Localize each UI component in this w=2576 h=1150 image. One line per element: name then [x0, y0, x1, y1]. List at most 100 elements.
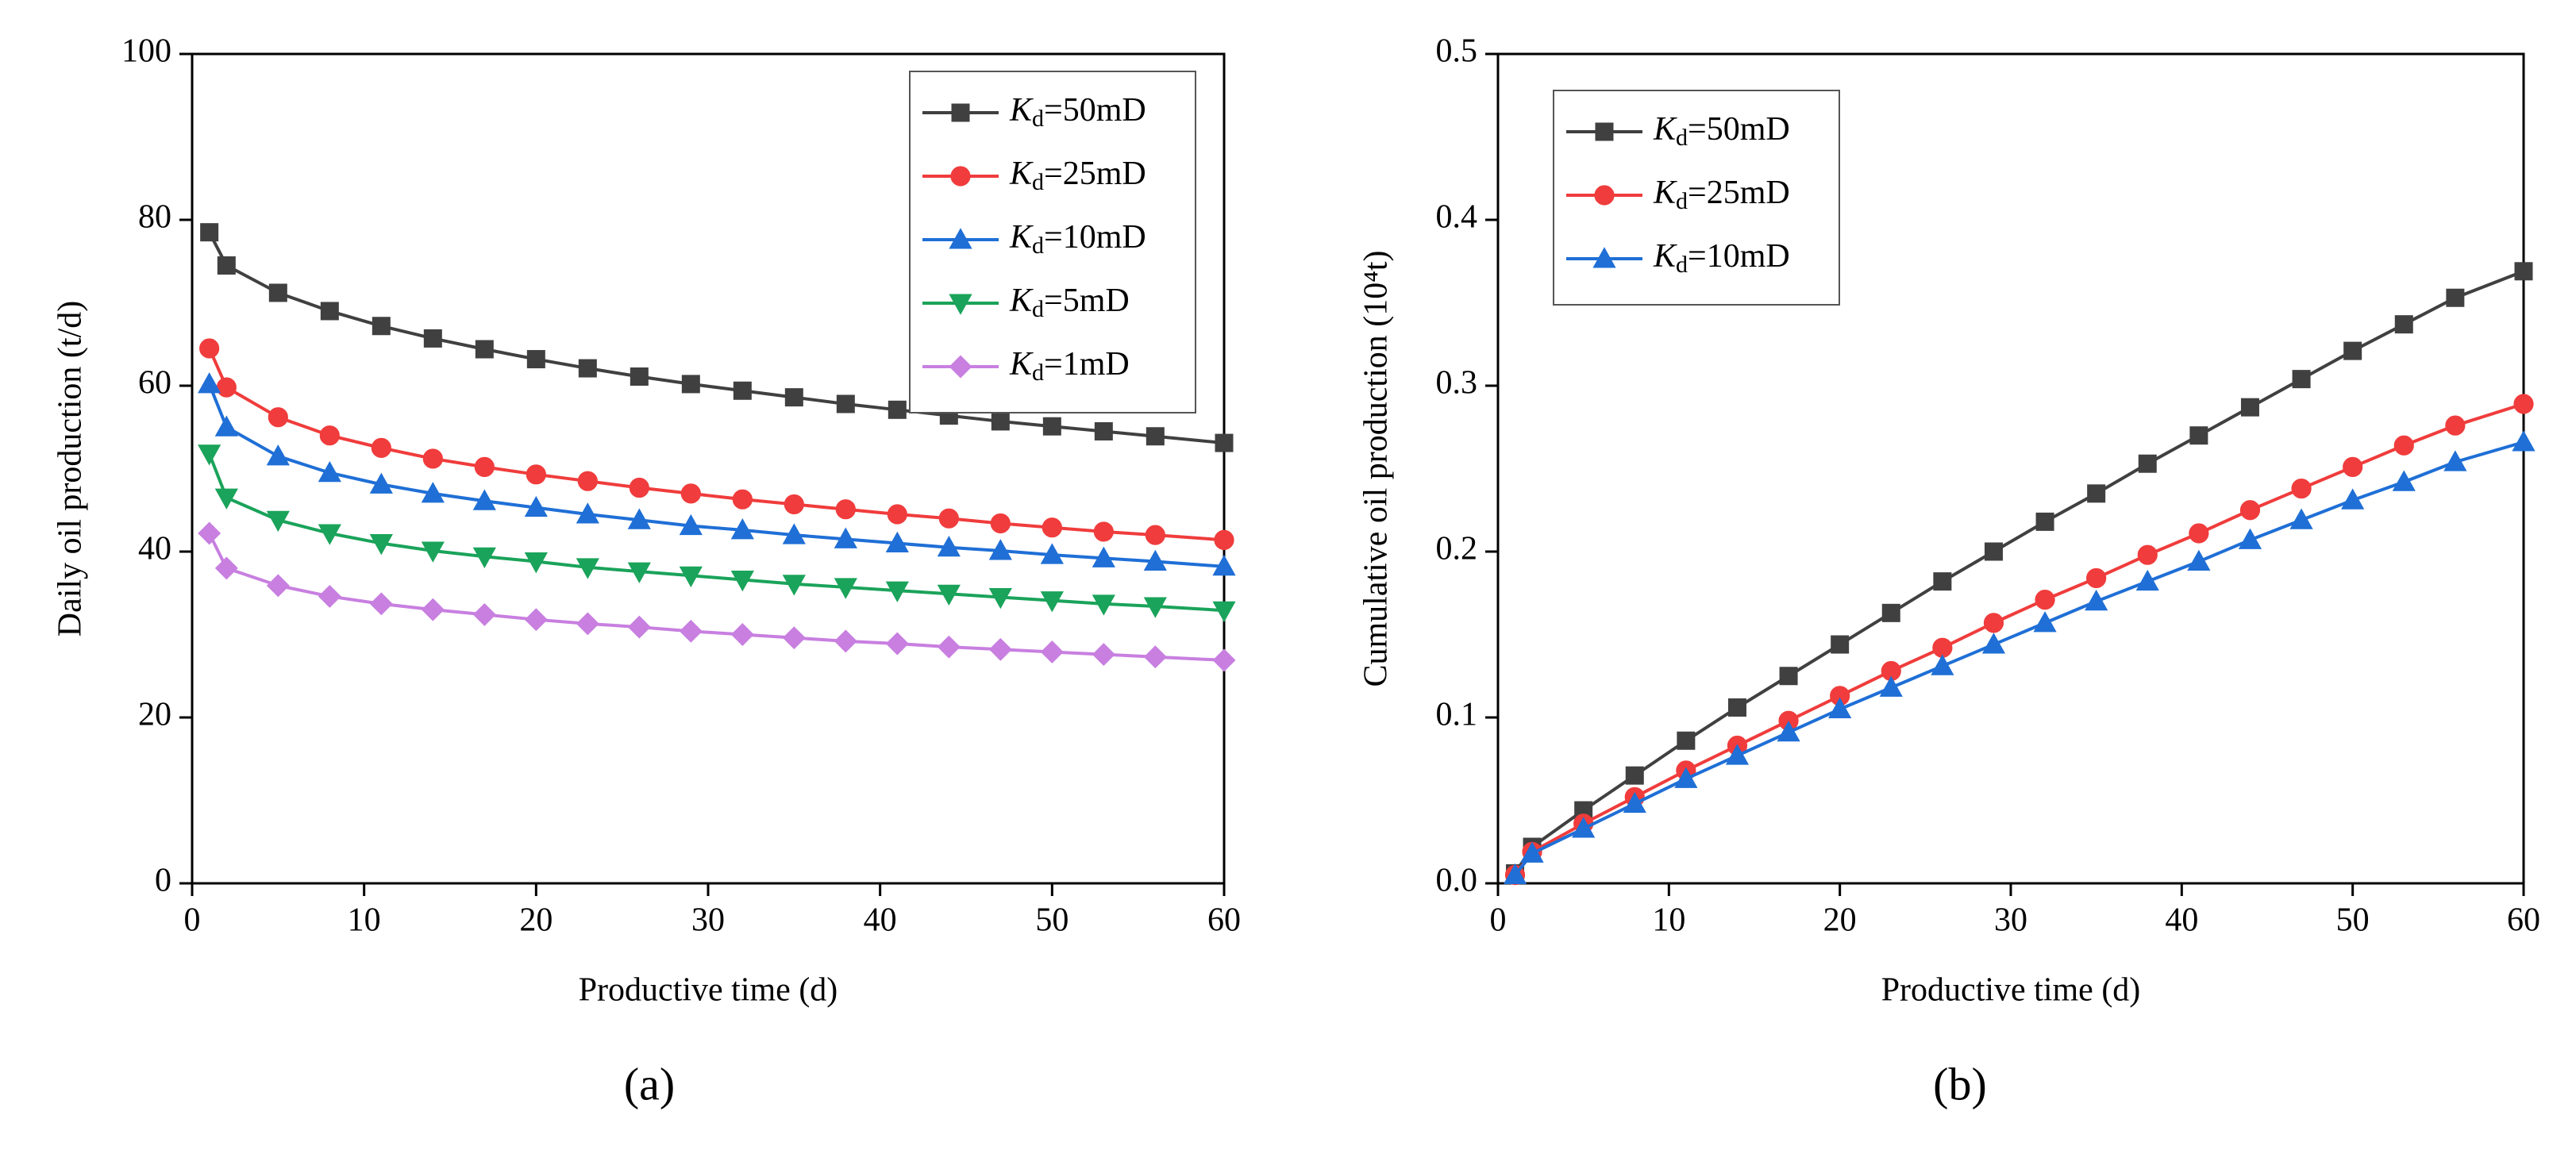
x-axis-title: Productive time (d): [1881, 972, 2141, 1009]
marker: [2085, 589, 2108, 611]
marker: [730, 623, 754, 646]
marker: [1040, 640, 1064, 663]
marker: [834, 629, 857, 653]
x-axis-title: Productive time (d): [579, 972, 838, 1009]
marker: [1143, 645, 1167, 669]
marker: [2446, 288, 2465, 307]
y-axis-title: Daily oil production (t/d): [52, 301, 89, 637]
marker: [937, 535, 961, 557]
marker: [938, 508, 959, 529]
x-tick-label: 0: [1490, 902, 1507, 939]
marker: [885, 632, 909, 656]
marker: [2341, 488, 2365, 510]
marker: [1831, 635, 1850, 654]
marker: [372, 317, 391, 336]
marker: [474, 456, 495, 478]
marker: [1625, 766, 1644, 785]
marker: [217, 256, 236, 275]
marker: [1092, 546, 1115, 567]
marker: [1042, 517, 1062, 538]
x-tick-label: 20: [519, 902, 553, 939]
marker: [2239, 500, 2261, 521]
x-tick-label: 10: [348, 902, 381, 939]
marker: [369, 472, 393, 494]
marker: [951, 103, 970, 122]
legend-label: Kd=10mD: [1653, 238, 1790, 278]
marker: [421, 598, 445, 621]
y-tick-label: 80: [138, 199, 171, 236]
series-line: [1513, 269, 2524, 875]
marker: [1933, 572, 1952, 591]
marker: [627, 615, 651, 639]
panel-label: (a): [624, 1058, 675, 1110]
marker: [1042, 417, 1061, 436]
marker: [988, 587, 1012, 610]
x-tick-label: 20: [1823, 902, 1857, 939]
marker: [1777, 721, 1800, 742]
marker: [988, 637, 1012, 661]
series-line: [1513, 402, 2524, 876]
marker: [1143, 597, 1167, 618]
marker: [2033, 611, 2057, 633]
marker: [835, 499, 856, 520]
x-tick-label: 0: [184, 902, 201, 939]
marker: [2137, 544, 2158, 565]
marker: [2514, 262, 2533, 281]
y-tick-label: 0.5: [1436, 33, 1478, 70]
legend-label: Kd=1mD: [1009, 346, 1130, 386]
y-tick-label: 100: [121, 33, 171, 70]
marker: [732, 489, 753, 510]
marker: [1981, 633, 2006, 654]
marker: [679, 566, 703, 588]
legend-label: Kd=50mD: [1009, 92, 1146, 132]
marker: [627, 562, 651, 583]
marker: [733, 381, 752, 400]
marker: [2512, 430, 2536, 452]
x-tick-label: 10: [1652, 902, 1685, 939]
marker: [730, 518, 754, 540]
marker: [1931, 654, 1954, 675]
marker: [1879, 675, 1903, 697]
marker: [1093, 521, 1114, 542]
marker: [2289, 508, 2313, 529]
marker: [371, 437, 391, 458]
y-tick-label: 0.2: [1436, 531, 1478, 567]
x-tick-label: 30: [1994, 902, 2027, 939]
marker: [2087, 484, 2106, 503]
marker: [524, 608, 548, 632]
y-tick-label: 0.0: [1436, 863, 1478, 899]
marker: [200, 223, 219, 242]
marker: [423, 329, 442, 348]
marker: [576, 612, 599, 636]
marker: [1674, 767, 1698, 788]
legend-label: Kd=5mD: [1009, 283, 1130, 322]
marker: [937, 635, 961, 659]
legend-label: Kd=25mD: [1009, 156, 1146, 195]
series-line: [1513, 440, 2524, 876]
series-line: [207, 533, 1225, 662]
marker: [2135, 569, 2159, 591]
marker: [2238, 528, 2262, 549]
marker: [2035, 512, 2054, 531]
marker: [950, 166, 971, 187]
marker: [2343, 341, 2362, 360]
marker: [472, 489, 496, 510]
marker: [1727, 698, 1746, 717]
marker: [1040, 591, 1064, 613]
marker: [216, 377, 237, 398]
marker: [991, 412, 1010, 431]
marker: [1040, 543, 1064, 564]
marker: [577, 471, 598, 491]
marker: [198, 372, 221, 394]
x-tick-label: 50: [2336, 902, 2370, 939]
x-tick-label: 50: [1035, 902, 1069, 939]
marker: [887, 504, 907, 525]
marker: [266, 574, 290, 598]
marker: [1215, 433, 1234, 452]
legend-label: Kd=25mD: [1653, 175, 1790, 214]
marker: [318, 460, 341, 483]
marker: [266, 510, 290, 533]
marker: [318, 524, 341, 545]
marker: [1520, 841, 1544, 863]
marker: [199, 338, 220, 359]
